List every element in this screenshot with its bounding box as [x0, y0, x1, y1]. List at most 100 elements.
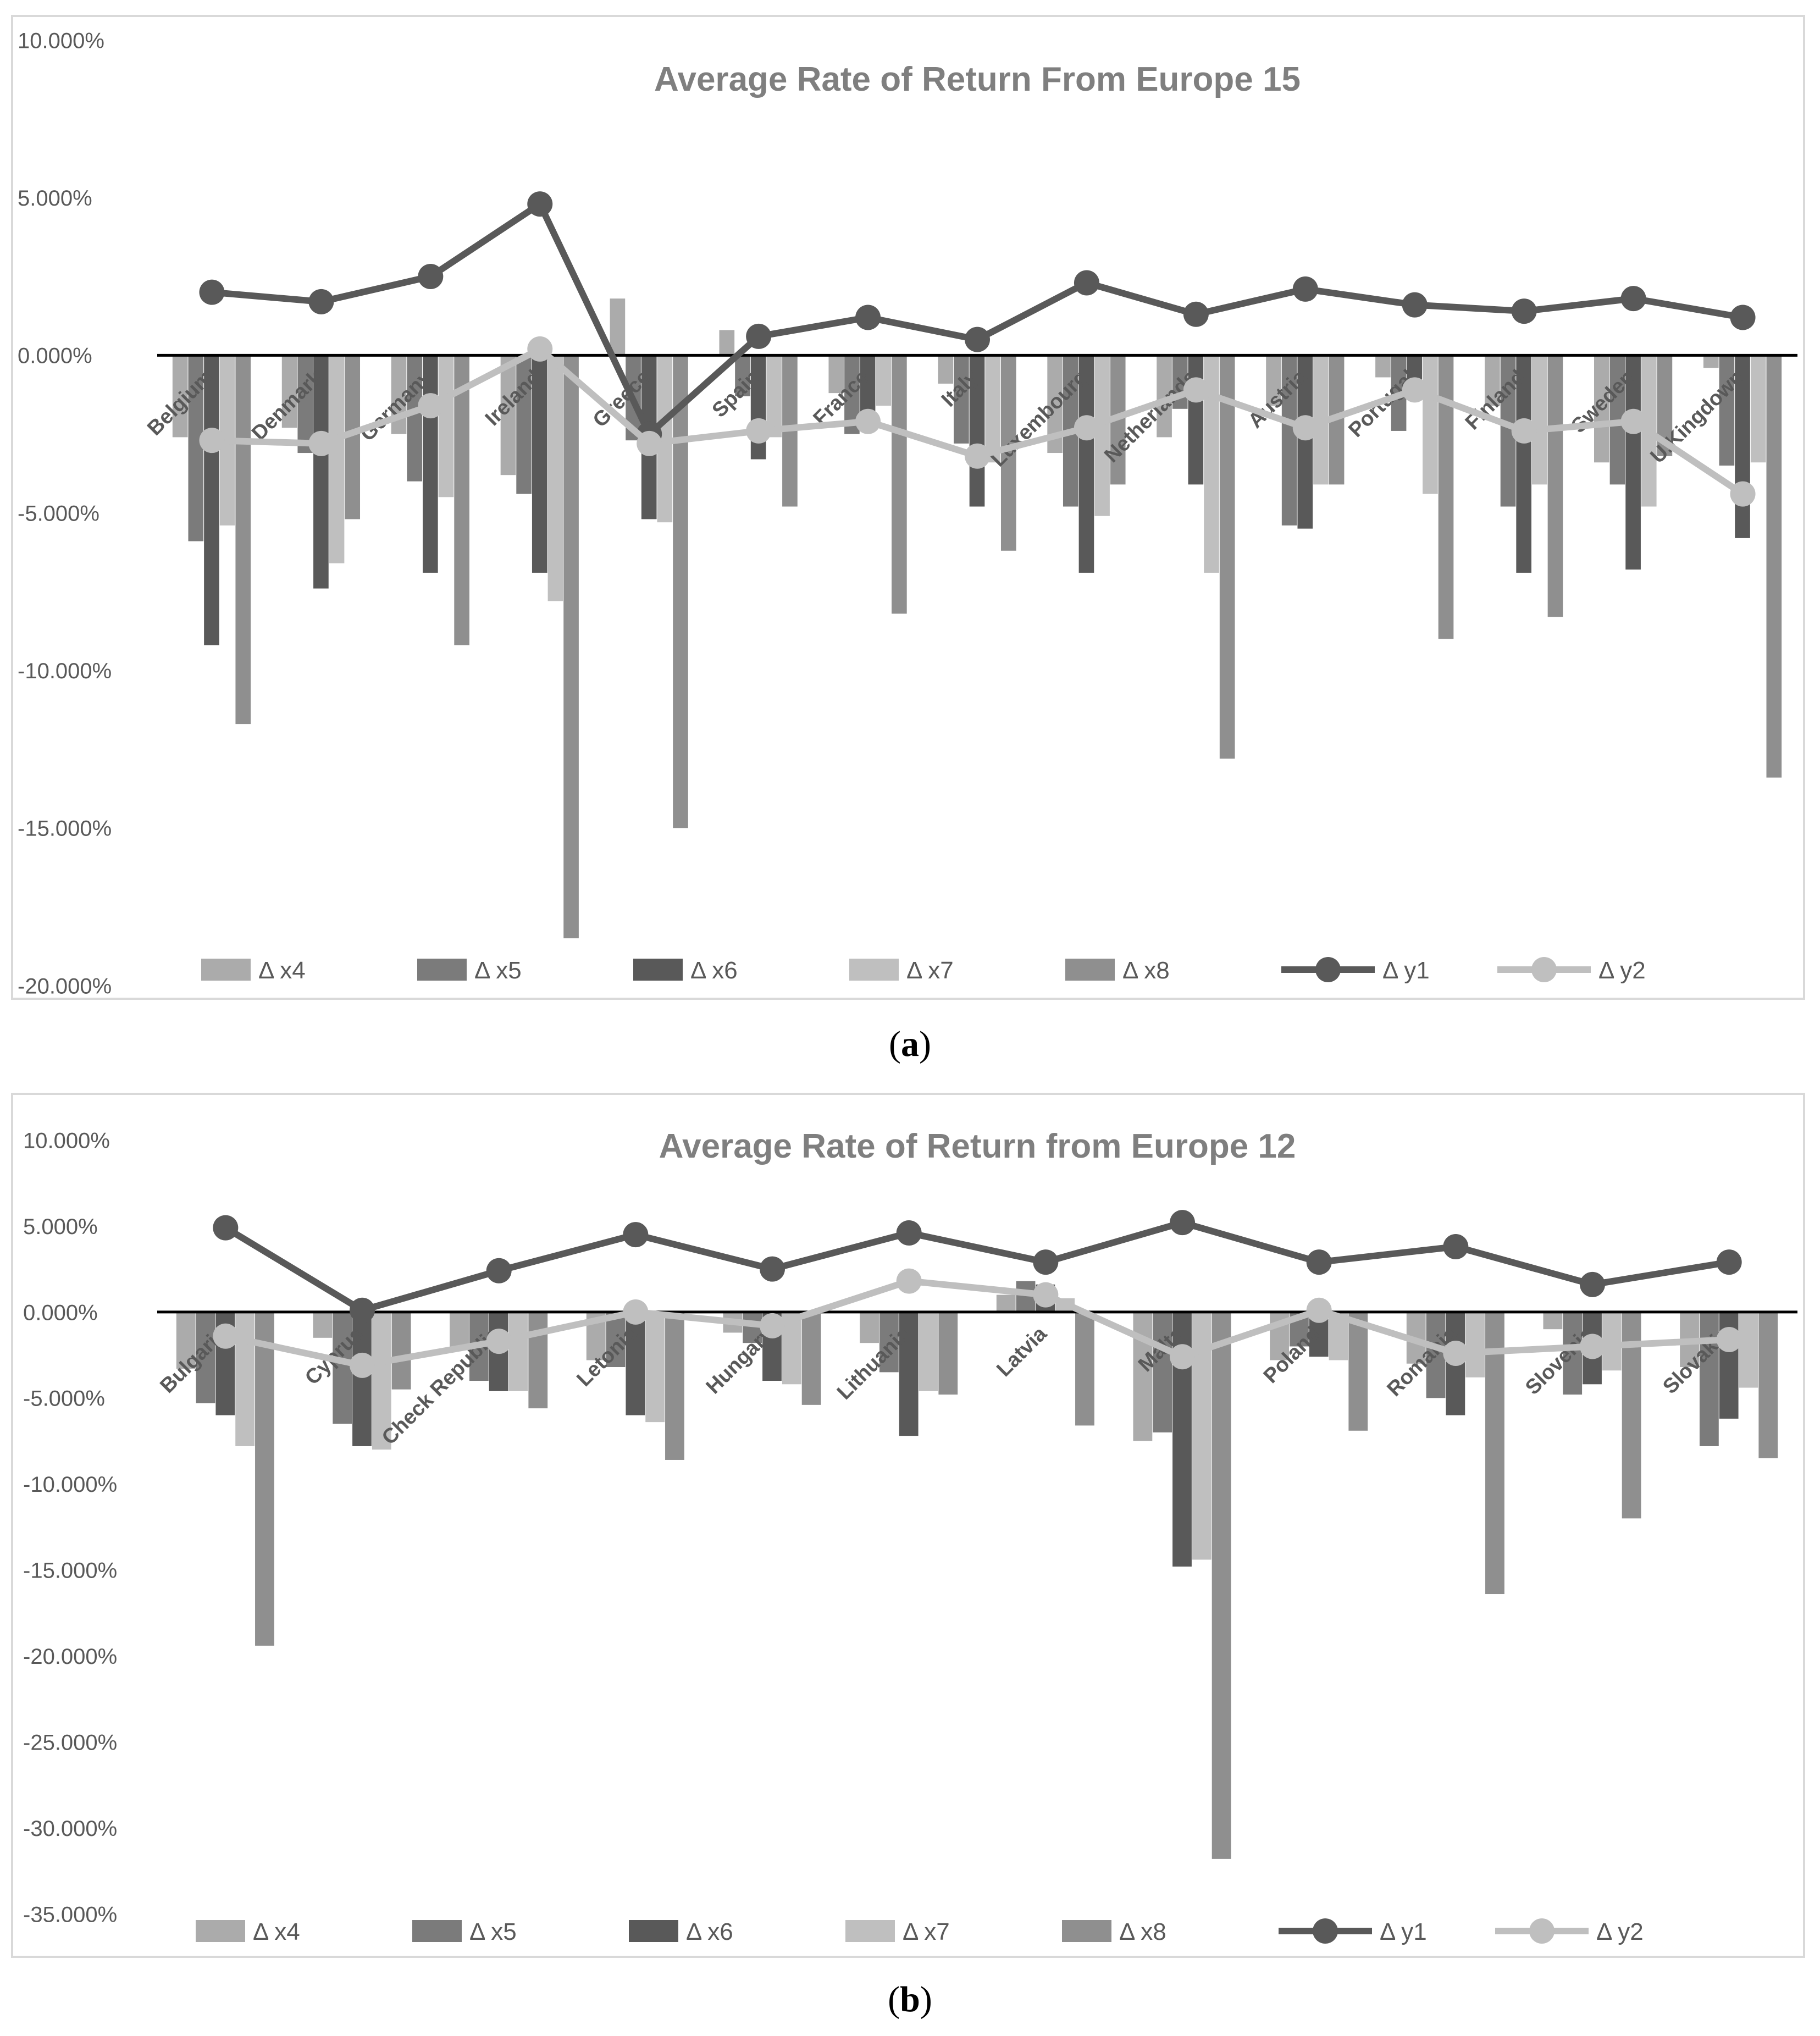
- y-tick-label: 10.000%: [18, 29, 104, 53]
- bar-x8-2: [528, 1312, 548, 1409]
- caption-b: (b): [888, 1979, 932, 2020]
- point-y1-2: [486, 1258, 512, 1283]
- bar-x6-3: [532, 355, 547, 573]
- bar-x4-14: [1703, 355, 1719, 368]
- bar-x8-0: [235, 355, 251, 724]
- point-y2-8: [1306, 1297, 1332, 1323]
- point-y2-11: [1402, 377, 1428, 403]
- point-y1-5: [896, 1220, 922, 1246]
- point-y1-11: [1716, 1249, 1742, 1275]
- bar-x6-1: [352, 1312, 372, 1446]
- bar-x7-2: [508, 1312, 528, 1391]
- bar-x8-11: [1758, 1312, 1778, 1458]
- bar-x7-10: [1602, 1312, 1622, 1371]
- legend-swatch-x7: [849, 959, 899, 981]
- point-y2-5: [896, 1268, 922, 1294]
- bar-x5-5: [879, 1312, 899, 1373]
- legend-swatch-x4: [196, 1920, 245, 1942]
- chart-title: Average Rate of Return From Europe 15: [654, 60, 1301, 98]
- point-y1-8: [1074, 270, 1099, 296]
- bar-x7-7: [985, 355, 1000, 463]
- legend-swatch-x5: [412, 1920, 462, 1942]
- point-y1-6: [855, 305, 881, 330]
- bar-x8-8: [1348, 1312, 1368, 1431]
- bar-x7-6: [876, 355, 892, 406]
- point-y1-2: [418, 264, 444, 289]
- point-y2-12: [1511, 418, 1537, 444]
- point-y1-9: [1183, 301, 1209, 327]
- bar-x4-1: [313, 1312, 333, 1338]
- bar-x4-4: [610, 298, 626, 356]
- bar-x5-0: [196, 1312, 215, 1403]
- point-y2-13: [1620, 408, 1646, 434]
- bar-x8-2: [454, 355, 469, 645]
- y-tick-label: 5.000%: [18, 186, 92, 211]
- legend-marker-y1: [1313, 1918, 1338, 1944]
- bar-x8-9: [1219, 355, 1235, 759]
- legend-label: Δ x4: [258, 957, 306, 984]
- bar-x4-2: [450, 1312, 469, 1350]
- point-y1-10: [1580, 1271, 1605, 1297]
- legend-label: Δ x5: [474, 957, 522, 984]
- bar-x5-7: [954, 355, 969, 444]
- bar-x5-14: [1719, 355, 1735, 466]
- bar-x6-7: [969, 355, 985, 507]
- bar-x8-3: [563, 355, 579, 939]
- bar-x8-7: [1212, 1312, 1231, 1859]
- chart-panel-b: Average Rate of Return from Europe 12 10.…: [11, 1093, 1805, 1958]
- point-y1-10: [1292, 276, 1318, 302]
- bar-x4-7: [938, 355, 954, 384]
- y-tick-label: -30.000%: [23, 1817, 117, 1841]
- y-tick-label: -20.000%: [23, 1645, 117, 1669]
- legend-label: Δ x7: [903, 1918, 950, 1945]
- point-y1-3: [527, 191, 553, 217]
- bar-x4-10: [1266, 355, 1281, 406]
- point-y1-7: [1170, 1210, 1195, 1236]
- bar-x5-0: [188, 355, 204, 541]
- point-y2-0: [213, 1323, 239, 1349]
- point-y2-14: [1730, 481, 1756, 507]
- y-tick-label: -5.000%: [23, 1387, 105, 1411]
- legend-swatch-x8: [1065, 959, 1115, 981]
- bar-x7-3: [645, 1312, 665, 1423]
- legend-label: Δ x8: [1119, 1918, 1166, 1945]
- point-y1-12: [1511, 298, 1537, 324]
- bar-x6-1: [313, 355, 329, 589]
- legend-swatch-x4: [201, 959, 251, 981]
- bar-x6-13: [1625, 355, 1641, 570]
- bar-x7-11: [1739, 1312, 1758, 1388]
- bar-x8-4: [801, 1312, 821, 1405]
- chart-a-svg: Average Rate of Return From Europe 15 10.…: [18, 29, 1797, 998]
- point-y2-0: [199, 428, 225, 453]
- bar-x8-3: [665, 1312, 684, 1460]
- legend-marker-y1: [1315, 957, 1341, 982]
- y-tick-label: -35.000%: [23, 1902, 117, 1927]
- point-y1-5: [746, 323, 772, 349]
- point-y2-1: [308, 430, 334, 456]
- bar-x5-11: [1699, 1312, 1719, 1446]
- bar-x8-12: [1547, 355, 1563, 617]
- legend-marker-y2: [1531, 957, 1557, 982]
- bar-x5-1: [333, 1312, 352, 1424]
- series-line-y1: [224, 1219, 1730, 1314]
- point-y2-4: [637, 430, 662, 456]
- y-tick-label: 10.000%: [23, 1128, 110, 1153]
- legend-swatch-x6: [629, 1920, 678, 1942]
- point-y2-10: [1580, 1334, 1605, 1359]
- bar-x4-0: [172, 355, 188, 438]
- legend-label: Δ y1: [1380, 1918, 1427, 1945]
- bar-x7-1: [372, 1312, 391, 1450]
- bar-x5-9: [1426, 1312, 1446, 1398]
- caption-a-letter: a: [901, 1024, 919, 1064]
- point-y2-8: [1074, 415, 1099, 441]
- bar-x6-5: [899, 1312, 919, 1436]
- bar-x7-5: [919, 1312, 938, 1391]
- point-y2-3: [527, 336, 553, 362]
- point-y2-7: [965, 443, 990, 469]
- bar-x7-9: [1465, 1312, 1485, 1377]
- bar-x6-10: [1297, 355, 1313, 529]
- caption-b-letter: b: [900, 1979, 920, 2020]
- bar-x6-9: [1188, 355, 1204, 485]
- bar-x8-9: [1485, 1312, 1504, 1595]
- point-y1-14: [1730, 305, 1756, 330]
